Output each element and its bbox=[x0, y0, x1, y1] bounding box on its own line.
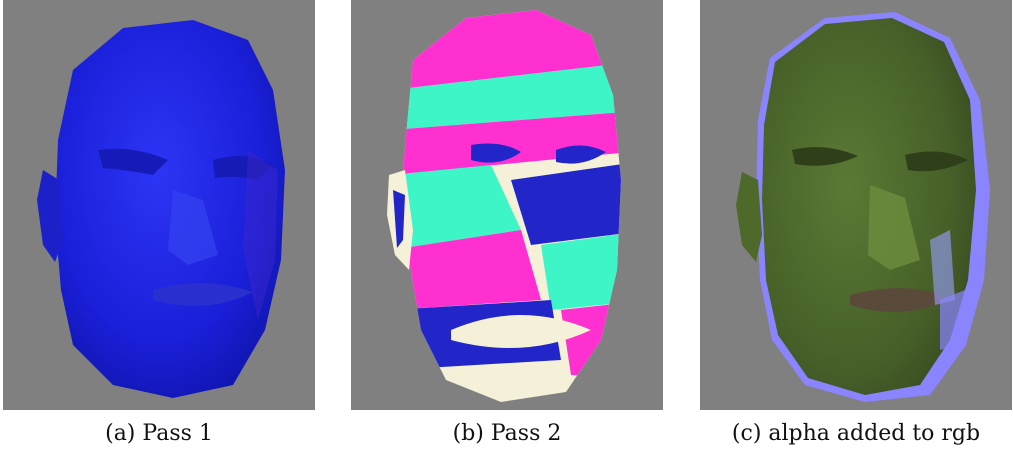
face-render-alpha-added bbox=[736, 12, 990, 402]
face-render-pass-1 bbox=[37, 20, 285, 398]
caption-pass-1: (a) Pass 1 bbox=[105, 421, 213, 446]
caption-pass-2: (b) Pass 2 bbox=[452, 421, 562, 446]
panel-pass-2 bbox=[351, 0, 663, 410]
panel-pass-3 bbox=[700, 0, 1012, 410]
caption-alpha-added: (c) alpha added to rgb bbox=[731, 421, 981, 446]
panel-pass-1 bbox=[3, 0, 315, 410]
face-render-pass-2 bbox=[387, 10, 621, 402]
